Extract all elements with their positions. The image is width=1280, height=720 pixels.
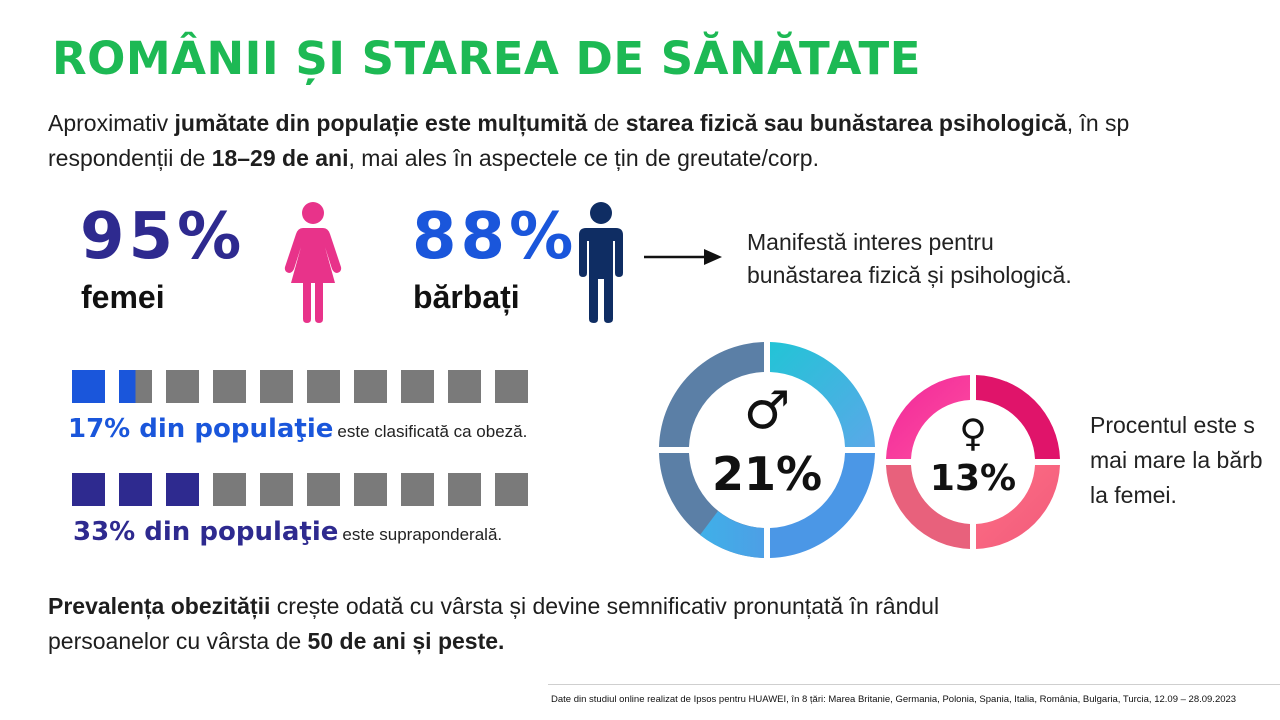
overweight-squares — [72, 473, 528, 506]
square-empty — [213, 370, 246, 403]
donut-men — [659, 342, 875, 558]
square-empty — [495, 473, 528, 506]
donut-women-percent: 13% — [930, 458, 1016, 499]
square-filled — [119, 473, 152, 506]
intro-text: , în sp — [1066, 110, 1130, 136]
obese-squares — [72, 370, 528, 403]
square-empty — [260, 473, 293, 506]
page-title: ROMÂNII ȘI STAREA DE SĂNĂTATE — [52, 32, 921, 85]
footer-divider — [548, 684, 1280, 685]
donut-men-percent: 21% — [712, 447, 822, 501]
donut-women — [886, 375, 1060, 549]
women-label: femei — [81, 279, 165, 315]
square-partial — [119, 370, 152, 403]
obese-lead: 17% din populaţie — [68, 414, 334, 444]
interest-text: Manifestă interes pentru bunăstarea fizi… — [747, 226, 1072, 292]
square-empty — [448, 473, 481, 506]
bottom-bold-age: 50 de ani și peste. — [307, 628, 505, 654]
intro-paragraph: Aproximativ jumătate din populație este … — [48, 106, 1280, 176]
square-empty — [401, 370, 434, 403]
bottom-text: persoanelor cu vârsta de — [48, 628, 308, 654]
intro-text: respondenții de — [48, 145, 212, 171]
square-empty — [354, 370, 387, 403]
interest-line: bunăstarea fizică și psihologică. — [747, 262, 1072, 288]
intro-text: de — [587, 110, 626, 136]
comparison-note: Procentul este s mai mare la bărb la fem… — [1090, 408, 1263, 513]
woman-icon — [284, 202, 342, 323]
male-symbol-icon: ♂ — [744, 381, 791, 441]
square-empty — [213, 473, 246, 506]
note-line: Procentul este s — [1090, 412, 1255, 438]
female-symbol-icon: ♀ — [959, 411, 987, 455]
note-line: la femei. — [1090, 482, 1177, 508]
intro-bold-age: 18–29 de ani — [211, 145, 349, 171]
men-label: bărbați — [413, 279, 520, 315]
intro-bold-condition: starea fizică sau bunăstarea psihologică — [625, 110, 1067, 136]
arrow-right-icon — [644, 249, 722, 265]
man-icon — [579, 202, 623, 323]
bottom-bold-prevalence: Prevalența obezității — [48, 593, 271, 619]
overweight-stat: 33% din populaţie este supraponderală. — [73, 517, 502, 547]
square-empty — [307, 370, 340, 403]
square-empty — [448, 370, 481, 403]
men-percent: 88% — [412, 200, 578, 274]
square-filled — [72, 473, 105, 506]
square-empty — [260, 370, 293, 403]
bottom-paragraph: Prevalența obezității crește odată cu vâ… — [48, 589, 939, 659]
intro-bold-satisfied: jumătate din populație este mulțumită — [174, 110, 588, 136]
square-empty — [166, 370, 199, 403]
obese-rest: este clasificată ca obeză. — [337, 422, 528, 441]
intro-text: Aproximativ — [48, 110, 175, 136]
obese-stat: 17% din populaţie este clasificată ca obe… — [68, 414, 527, 444]
bottom-text: crește odată cu vârsta și devine semnifi… — [270, 593, 940, 619]
square-empty — [401, 473, 434, 506]
footer-source: Date din studiul online realizat de Ipso… — [551, 694, 1237, 705]
donut-charts: ♂ 21% ♀ 13% — [659, 342, 1060, 558]
square-filled — [72, 370, 105, 403]
square-empty — [354, 473, 387, 506]
intro-text: , mai ales în aspectele ce țin de greuta… — [348, 145, 820, 171]
overweight-lead: 33% din populaţie — [73, 517, 339, 547]
women-percent: 95% — [80, 200, 246, 274]
square-empty — [495, 370, 528, 403]
overweight-rest: este supraponderală. — [342, 525, 503, 544]
square-filled — [166, 473, 199, 506]
square-empty — [307, 473, 340, 506]
interest-line: Manifestă interes pentru — [747, 229, 994, 255]
note-line: mai mare la bărb — [1090, 447, 1263, 473]
